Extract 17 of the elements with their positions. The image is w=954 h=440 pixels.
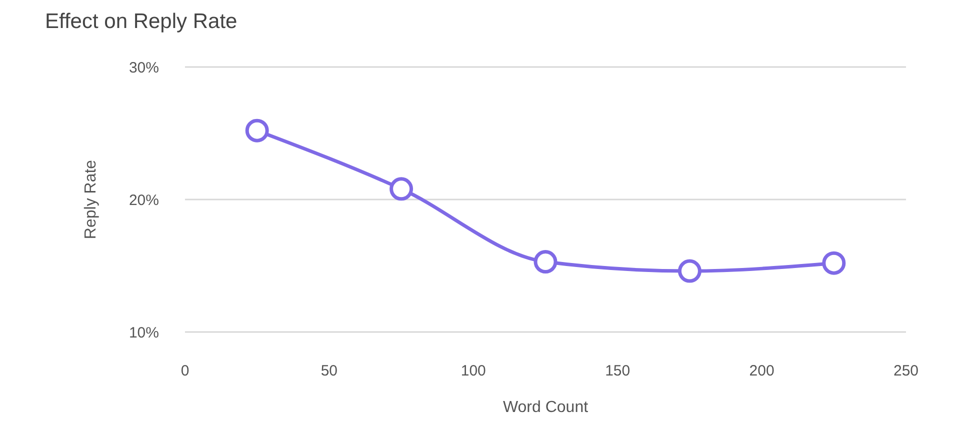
chart-title: Effect on Reply Rate <box>45 10 238 34</box>
x-axis-title: Word Count <box>502 399 589 416</box>
point <box>822 251 846 275</box>
point <box>390 177 414 201</box>
point <box>245 118 269 142</box>
point <box>534 250 558 274</box>
x-tick-label: 200 <box>749 362 774 380</box>
x-tick-label: 50 <box>320 362 338 380</box>
x-tick-label: 0 <box>180 362 190 380</box>
y-tick-label: 10% <box>128 324 159 342</box>
point <box>678 259 702 283</box>
y-tick-label: 30% <box>128 59 159 76</box>
y-tick-label: 20% <box>128 192 159 209</box>
x-tick-label: 150 <box>605 362 630 380</box>
x-tick-label: 100 <box>460 362 486 380</box>
y-axis-title: Reply Rate <box>82 160 100 240</box>
x-tick-label: 250 <box>893 362 919 380</box>
